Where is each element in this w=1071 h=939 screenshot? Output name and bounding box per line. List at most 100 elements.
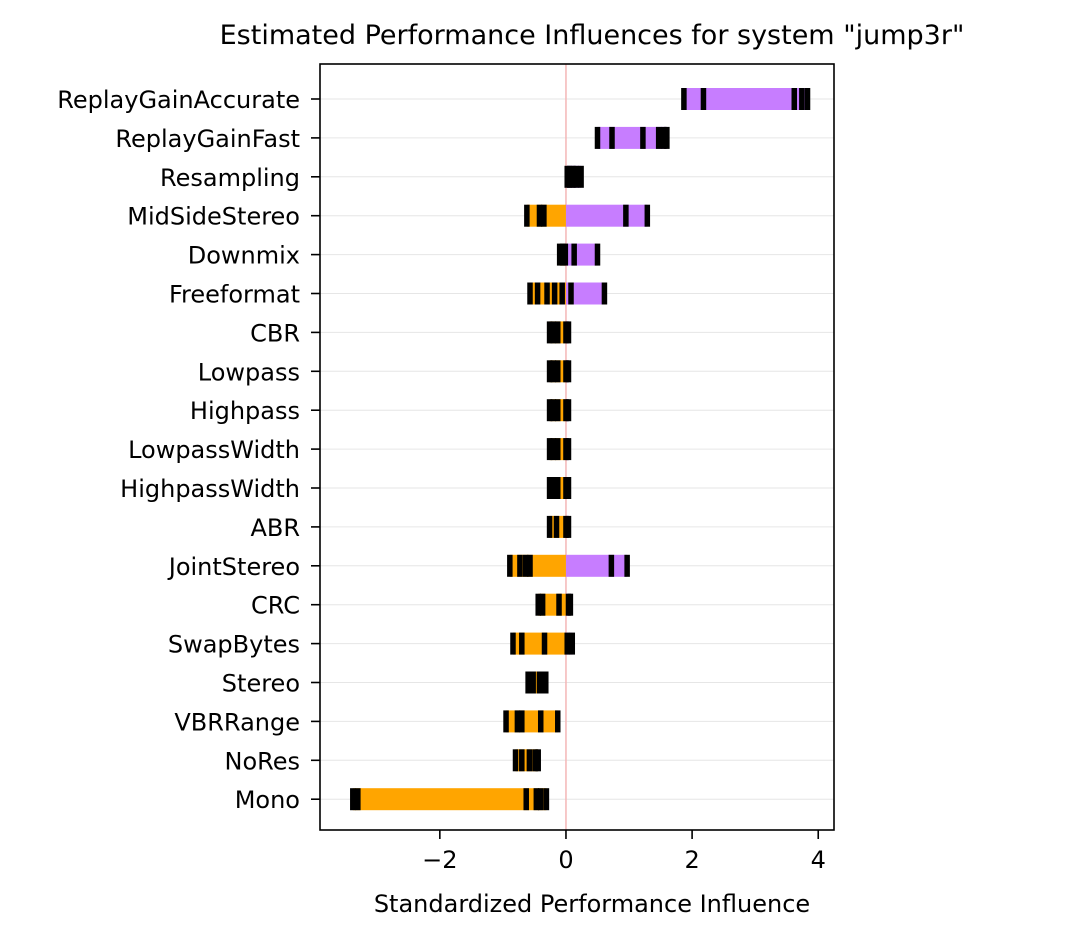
bar-marker <box>799 88 805 110</box>
y-tick-label: Mono <box>235 786 300 814</box>
bar-group <box>507 554 630 577</box>
bar-marker <box>546 438 553 461</box>
y-tick-label: NoRes <box>224 747 300 775</box>
y-axis: ReplayGainAccurate ReplayGainFast Resampli… <box>57 86 320 814</box>
bar-marker <box>530 671 536 694</box>
x-axis: −2 0 2 4 <box>422 830 826 874</box>
bar-marker <box>507 554 513 577</box>
bar-marker <box>534 282 541 305</box>
y-tick-label: Resampling <box>160 164 300 192</box>
bar-marker <box>527 282 533 305</box>
bar-marker <box>555 360 561 383</box>
bar-marker <box>550 477 557 499</box>
bar-negative <box>512 632 566 655</box>
x-tick-label: 4 <box>811 846 826 874</box>
bar-marker <box>537 788 544 811</box>
bar-marker <box>524 204 530 227</box>
bar-marker <box>550 438 557 461</box>
y-tick-label: LowpassWidth <box>128 436 300 464</box>
bar-group <box>350 788 550 811</box>
bar-marker <box>550 321 557 344</box>
bar-marker <box>555 710 561 733</box>
bar-marker <box>519 710 525 733</box>
bar-marker <box>565 399 572 422</box>
bar-marker <box>640 126 646 149</box>
bar-marker <box>571 243 577 266</box>
y-tick-label: MidSideStereo <box>127 203 300 231</box>
bar-marker <box>526 749 533 772</box>
bar-marker <box>568 282 574 305</box>
bar-positive <box>565 204 648 227</box>
bar-marker <box>546 477 553 499</box>
bar-marker <box>564 632 570 655</box>
bar-marker <box>565 321 572 344</box>
bar-marker <box>350 788 356 811</box>
bar-marker <box>546 360 553 383</box>
bar-group <box>546 321 572 344</box>
bar-marker <box>565 477 572 499</box>
y-tick-label: JointStereo <box>167 553 300 581</box>
bar-marker <box>510 632 516 655</box>
bar-marker <box>578 165 584 188</box>
bar-marker <box>569 632 576 655</box>
bar-negative <box>352 788 547 811</box>
bar-marker <box>519 749 525 772</box>
bar-marker <box>533 788 540 811</box>
bar-marker <box>559 282 565 305</box>
bar-marker <box>624 554 630 577</box>
bar-marker <box>573 165 579 188</box>
bar-group <box>503 710 561 733</box>
bar-negative <box>506 710 558 733</box>
bar-marker <box>601 282 608 305</box>
bar-marker <box>550 399 557 422</box>
y-tick-label: CRC <box>251 592 300 620</box>
bar-group <box>512 749 541 772</box>
bar-group <box>546 399 572 422</box>
bar-marker <box>791 88 798 110</box>
bar-positive <box>565 243 598 266</box>
bar-marker <box>544 282 550 305</box>
bar-group <box>546 477 572 499</box>
bar-marker <box>355 788 361 811</box>
bar-marker <box>553 515 560 538</box>
bar-marker <box>546 515 553 538</box>
bar-marker <box>555 438 561 461</box>
bar-marker <box>664 126 670 149</box>
bar-marker <box>550 360 557 383</box>
y-tick-label: Lowpass <box>198 358 300 386</box>
bar-group <box>546 515 572 538</box>
bar-group <box>527 282 608 305</box>
bar-marker <box>644 204 651 227</box>
bar-marker <box>525 671 531 694</box>
bar-marker <box>681 88 687 110</box>
bar-marker <box>594 243 601 266</box>
y-tick-label: ReplayGainAccurate <box>57 86 300 114</box>
bar-marker <box>565 438 572 461</box>
bar-positive <box>597 126 667 149</box>
y-tick-label: Freeformat <box>169 281 300 309</box>
bar-group <box>546 360 572 383</box>
y-tick-label: HighpassWidth <box>120 475 300 503</box>
bar-marker <box>700 88 707 110</box>
bar-marker <box>514 710 521 733</box>
bar-marker <box>555 399 561 422</box>
bar-marker <box>556 243 563 266</box>
bar-marker <box>537 710 544 733</box>
bar-marker <box>608 554 615 577</box>
bar-marker <box>594 126 601 149</box>
bar-marker <box>565 360 572 383</box>
bar-marker <box>570 165 576 188</box>
bar-marker <box>543 671 549 694</box>
bar-marker <box>543 788 550 811</box>
bar-marker <box>555 477 561 499</box>
bar-marker <box>565 515 572 538</box>
bar-group <box>524 204 651 227</box>
bar-marker <box>562 243 569 266</box>
bar-marker <box>546 399 553 422</box>
bar-marker <box>623 204 629 227</box>
bar-marker <box>655 126 662 149</box>
bar-marker <box>512 749 519 772</box>
bar-marker <box>555 321 561 344</box>
bar-marker <box>522 554 529 577</box>
